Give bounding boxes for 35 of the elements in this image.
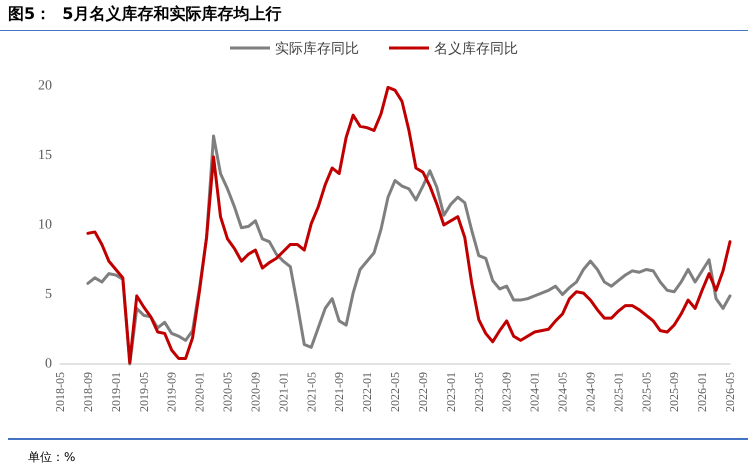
- x-tick-label: 2020-09: [248, 372, 262, 412]
- legend-label: 实际库存同比: [275, 40, 359, 56]
- x-tick-label: 2025-09: [667, 372, 682, 412]
- x-tick-label: 2022-09: [416, 372, 430, 412]
- x-tick-label: 2022-05: [388, 372, 402, 412]
- x-tick-label: 2026-01: [695, 372, 710, 412]
- legend-label: 名义库存同比: [434, 40, 518, 56]
- x-tick-label: 2024-05: [556, 372, 570, 412]
- x-tick-label: 2019-01: [108, 372, 123, 412]
- x-tick-label: 2025-01: [611, 372, 626, 412]
- y-tick-label: 10: [38, 218, 52, 232]
- line-series: [86, 86, 732, 364]
- x-tick-label: 2024-01: [528, 372, 542, 412]
- x-tick-label: 2020-05: [220, 372, 234, 412]
- x-tick-label: 2026-05: [723, 372, 737, 412]
- x-tick-label: 2023-09: [500, 372, 514, 412]
- y-tick-label: 0: [45, 356, 52, 372]
- x-tick-label: 2024-09: [583, 372, 598, 412]
- x-tick-label: 2019-09: [164, 372, 179, 412]
- x-tick-label: 2021-01: [276, 372, 290, 412]
- x-tick-label: 2021-09: [332, 372, 346, 412]
- x-tick-label: 2022-01: [360, 372, 374, 412]
- y-tick-label: 15: [38, 148, 52, 163]
- x-tick-label: 2018-05: [53, 372, 67, 412]
- text: 单位：%: [28, 449, 76, 466]
- x-tick-label: 2025-05: [639, 372, 654, 412]
- x-tick-label: 2019-05: [136, 372, 151, 412]
- x-tick-label: 2023-01: [444, 372, 458, 412]
- x-tick-label: 2021-05: [304, 372, 318, 412]
- y-tick-label: 20: [38, 78, 52, 94]
- y-tick-label: 5: [45, 287, 52, 302]
- chart-title: 图5： 5月名义库存和实际库存均上行: [8, 4, 282, 25]
- x-tick-label: 2018-09: [80, 372, 95, 412]
- x-tick-label: 2023-05: [472, 372, 486, 412]
- x-tick-label: 2020-01: [192, 372, 207, 412]
